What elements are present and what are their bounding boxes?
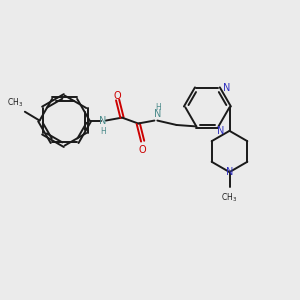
- Text: N: N: [217, 126, 224, 136]
- Text: N: N: [99, 116, 106, 126]
- Text: H: H: [100, 127, 106, 136]
- Text: O: O: [114, 92, 122, 101]
- Text: N: N: [226, 167, 233, 177]
- Text: CH$_3$: CH$_3$: [221, 191, 238, 204]
- Text: H: H: [155, 103, 161, 112]
- Text: N: N: [154, 109, 161, 119]
- Text: O: O: [139, 145, 146, 155]
- Text: N: N: [223, 83, 230, 93]
- Text: CH$_3$: CH$_3$: [7, 97, 23, 110]
